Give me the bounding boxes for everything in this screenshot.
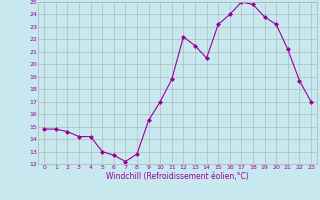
X-axis label: Windchill (Refroidissement éolien,°C): Windchill (Refroidissement éolien,°C) [106,172,249,181]
